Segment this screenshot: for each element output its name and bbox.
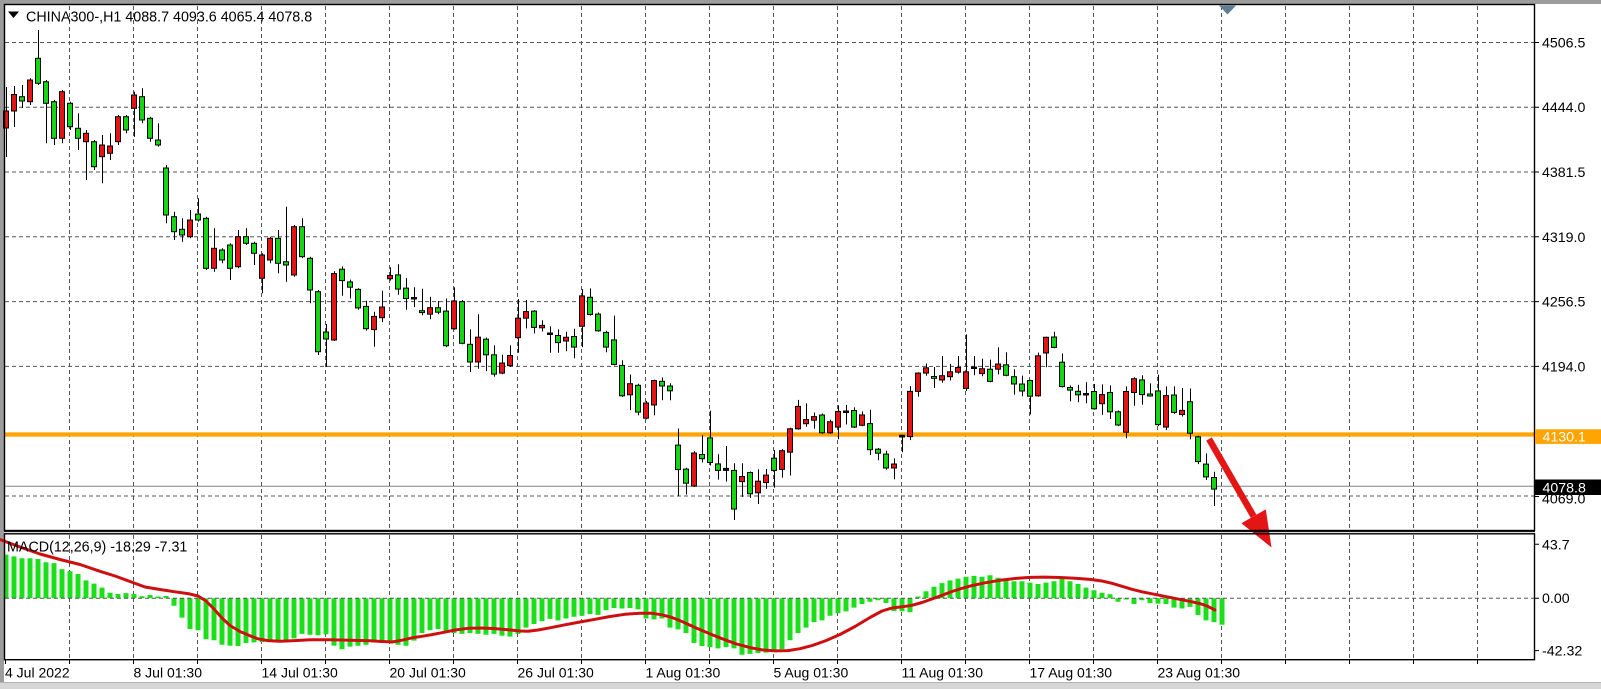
svg-text:20 Jul 01:30: 20 Jul 01:30 xyxy=(390,665,466,681)
svg-text:14 Jul 01:30: 14 Jul 01:30 xyxy=(262,665,338,681)
svg-text:CHINA300-,H1 4088.7 4093.6 406: CHINA300-,H1 4088.7 4093.6 4065.4 4078.8 xyxy=(26,10,312,26)
svg-text:17 Aug 01:30: 17 Aug 01:30 xyxy=(1030,665,1113,681)
svg-text:4381.5: 4381.5 xyxy=(1542,165,1586,181)
svg-text:4506.5: 4506.5 xyxy=(1542,36,1586,52)
svg-text:1 Aug 01:30: 1 Aug 01:30 xyxy=(646,665,721,681)
svg-text:4130.1: 4130.1 xyxy=(1543,429,1587,445)
svg-text:0.00: 0.00 xyxy=(1542,591,1570,607)
svg-text:11 Aug 01:30: 11 Aug 01:30 xyxy=(902,665,984,681)
svg-text:4256.5: 4256.5 xyxy=(1542,295,1586,311)
svg-text:43.7: 43.7 xyxy=(1542,537,1570,553)
svg-text:4069.0: 4069.0 xyxy=(1542,492,1586,508)
svg-text:MACD(12,26,9) -18.29 -7.31: MACD(12,26,9) -18.29 -7.31 xyxy=(7,540,187,556)
svg-text:4194.0: 4194.0 xyxy=(1542,359,1586,375)
svg-text:5 Aug 01:30: 5 Aug 01:30 xyxy=(774,665,849,681)
svg-text:4319.0: 4319.0 xyxy=(1542,230,1586,246)
svg-text:-42.32: -42.32 xyxy=(1542,644,1582,660)
svg-text:4444.0: 4444.0 xyxy=(1542,100,1586,116)
svg-text:26 Jul 01:30: 26 Jul 01:30 xyxy=(518,665,594,681)
svg-text:4 Jul 2022: 4 Jul 2022 xyxy=(5,665,70,681)
svg-text:23 Aug 01:30: 23 Aug 01:30 xyxy=(1158,665,1241,681)
svg-text:4078.8: 4078.8 xyxy=(1543,480,1587,496)
svg-text:8 Jul 01:30: 8 Jul 01:30 xyxy=(134,665,203,681)
